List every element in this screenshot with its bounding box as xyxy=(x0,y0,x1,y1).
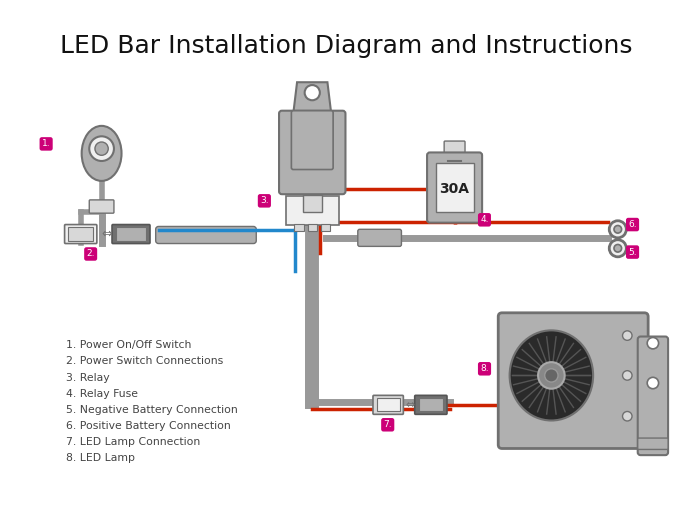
FancyBboxPatch shape xyxy=(419,398,444,412)
FancyBboxPatch shape xyxy=(377,398,400,412)
Circle shape xyxy=(305,85,320,100)
Circle shape xyxy=(614,244,622,252)
Text: 6.: 6. xyxy=(629,220,637,229)
FancyBboxPatch shape xyxy=(303,195,322,212)
FancyBboxPatch shape xyxy=(89,200,114,213)
FancyBboxPatch shape xyxy=(414,395,447,414)
Circle shape xyxy=(614,226,622,233)
Text: 7.: 7. xyxy=(383,420,392,429)
FancyBboxPatch shape xyxy=(638,438,668,449)
FancyBboxPatch shape xyxy=(373,395,403,414)
Circle shape xyxy=(622,412,632,421)
FancyBboxPatch shape xyxy=(291,111,333,169)
FancyBboxPatch shape xyxy=(69,228,93,241)
FancyBboxPatch shape xyxy=(64,225,97,243)
FancyBboxPatch shape xyxy=(498,313,648,449)
FancyBboxPatch shape xyxy=(116,228,146,241)
Text: ⇔: ⇔ xyxy=(101,228,112,240)
FancyBboxPatch shape xyxy=(358,229,401,246)
FancyBboxPatch shape xyxy=(308,224,317,231)
Text: 5.: 5. xyxy=(629,247,637,257)
FancyBboxPatch shape xyxy=(321,224,331,231)
Text: LED Bar Installation Diagram and Instructions: LED Bar Installation Diagram and Instruc… xyxy=(60,34,633,58)
Text: 8. LED Lamp: 8. LED Lamp xyxy=(66,453,134,463)
FancyBboxPatch shape xyxy=(638,337,668,455)
Circle shape xyxy=(609,240,626,257)
FancyBboxPatch shape xyxy=(112,225,150,243)
FancyBboxPatch shape xyxy=(286,196,339,225)
Text: 8.: 8. xyxy=(480,365,489,373)
FancyBboxPatch shape xyxy=(279,111,346,194)
FancyBboxPatch shape xyxy=(444,141,465,156)
Circle shape xyxy=(89,136,114,161)
Text: 3. Relay: 3. Relay xyxy=(66,373,109,383)
Ellipse shape xyxy=(82,126,121,181)
Text: 2.: 2. xyxy=(87,249,95,259)
Text: 4. Relay Fuse: 4. Relay Fuse xyxy=(66,389,137,399)
Polygon shape xyxy=(293,82,331,114)
Circle shape xyxy=(622,331,632,340)
Text: 2. Power Switch Connections: 2. Power Switch Connections xyxy=(66,356,222,367)
Circle shape xyxy=(647,377,658,389)
Text: 30A: 30A xyxy=(439,183,470,196)
FancyBboxPatch shape xyxy=(295,224,304,231)
Ellipse shape xyxy=(509,331,593,420)
Text: 6. Positive Battery Connection: 6. Positive Battery Connection xyxy=(66,421,230,431)
Text: 5. Negative Battery Connection: 5. Negative Battery Connection xyxy=(66,405,237,415)
Text: 7. LED Lamp Connection: 7. LED Lamp Connection xyxy=(66,437,200,447)
Circle shape xyxy=(647,338,658,349)
Circle shape xyxy=(95,142,108,155)
Circle shape xyxy=(538,362,565,389)
FancyBboxPatch shape xyxy=(436,163,473,212)
FancyBboxPatch shape xyxy=(427,153,482,223)
Circle shape xyxy=(609,221,626,238)
Text: 3.: 3. xyxy=(260,196,269,205)
FancyBboxPatch shape xyxy=(156,227,256,243)
Text: 1. Power On/Off Switch: 1. Power On/Off Switch xyxy=(66,340,191,350)
Text: ⇔: ⇔ xyxy=(405,400,414,410)
Text: 1.: 1. xyxy=(42,139,51,149)
Text: 4.: 4. xyxy=(480,215,489,224)
Circle shape xyxy=(545,369,558,382)
Circle shape xyxy=(622,371,632,380)
